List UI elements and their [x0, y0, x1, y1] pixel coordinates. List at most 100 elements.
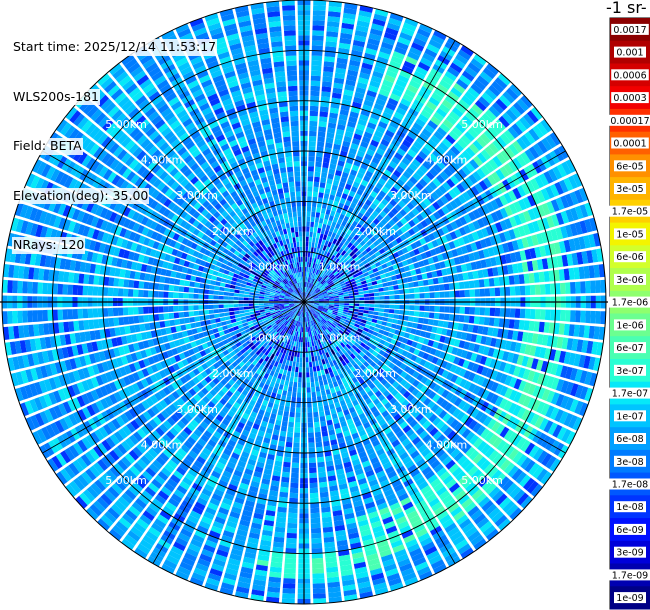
gate-cell — [449, 306, 455, 314]
gate-cell — [301, 332, 304, 338]
gate-cell — [416, 373, 424, 382]
gate-cell — [307, 407, 313, 413]
gate-cell — [584, 387, 594, 402]
gate-cell — [541, 217, 550, 230]
gate-cell — [537, 387, 546, 400]
gate-cell — [331, 184, 338, 191]
gate-cell — [578, 354, 586, 368]
gate-cell — [379, 46, 392, 55]
gate-cell — [313, 305, 319, 308]
gate-cell — [327, 16, 341, 23]
gate-cell — [333, 307, 339, 311]
gate-cell — [359, 277, 366, 282]
gate-cell — [339, 213, 345, 220]
ray — [304, 107, 543, 302]
gate-cell — [568, 238, 576, 252]
gate-cell — [403, 310, 410, 316]
gate-cell — [419, 293, 425, 299]
gate-cell — [359, 226, 366, 233]
gate-cell — [341, 315, 347, 320]
gate-cell — [298, 372, 302, 378]
gate-cell — [470, 185, 480, 196]
gate-cell — [468, 107, 480, 119]
gate-cell — [449, 364, 458, 373]
gate-cell — [349, 251, 355, 257]
gate-cell — [351, 164, 360, 172]
gate-cell — [329, 299, 335, 302]
gate-cell — [338, 155, 347, 162]
gate-cell — [319, 299, 325, 301]
gate-cell — [284, 568, 296, 574]
gate-cell — [363, 307, 370, 311]
gate-cell — [421, 273, 428, 280]
gate-cell — [354, 323, 360, 328]
gate-cell — [508, 364, 516, 375]
gate-cell — [546, 335, 554, 347]
gate-cell — [368, 33, 382, 41]
gate-cell — [487, 268, 494, 277]
gate-cell — [314, 274, 319, 280]
gate-cell — [318, 307, 323, 310]
gate-cell — [499, 220, 508, 231]
gate-cell — [304, 317, 306, 323]
gate-cell — [318, 306, 324, 309]
gate-cell — [508, 203, 518, 215]
gate-cell — [556, 255, 564, 268]
gate-cell — [450, 175, 460, 185]
gate-cell — [421, 128, 432, 138]
gate-cell — [330, 102, 340, 109]
gate-cell — [309, 277, 313, 283]
gate-cell — [317, 259, 322, 265]
gate-cell — [332, 256, 338, 262]
gate-cell — [320, 279, 325, 284]
gate-cell — [395, 236, 403, 244]
gate-cell — [426, 354, 434, 363]
gate-cell — [507, 241, 515, 252]
gate-cell — [433, 284, 440, 292]
gate-cell — [307, 181, 313, 187]
gate-cell — [275, 521, 286, 528]
gate-cell — [460, 264, 468, 272]
gate-cell — [361, 268, 368, 274]
gate-cell — [472, 140, 484, 151]
gate-cell — [392, 263, 399, 270]
gate-cell — [306, 287, 309, 293]
gate-cell — [330, 267, 335, 273]
gate-cell — [341, 193, 348, 200]
gate-cell — [418, 23, 433, 34]
gate-cell — [314, 263, 318, 269]
gate-cell — [392, 224, 400, 232]
gate-cell — [347, 121, 357, 128]
gate-cell — [415, 182, 424, 191]
gate-cell — [307, 341, 310, 348]
gate-cell — [480, 259, 487, 269]
gate-cell — [307, 277, 310, 283]
gate-cell — [600, 279, 606, 293]
gate-cell — [369, 304, 375, 308]
gate-cell — [332, 148, 340, 155]
gate-cell — [410, 144, 420, 154]
gate-cell — [467, 361, 475, 371]
gate-cell — [407, 211, 416, 219]
gate-cell — [359, 114, 369, 122]
gate-cell — [395, 360, 403, 368]
gate-cell — [458, 226, 467, 236]
gate-cell — [539, 418, 549, 431]
gate-cell — [541, 334, 549, 346]
gate-cell — [494, 287, 501, 297]
gate-cell — [383, 256, 391, 263]
gate-cell — [432, 201, 441, 211]
gate-cell — [460, 349, 468, 359]
gate-cell — [488, 317, 495, 327]
gate-cell — [481, 366, 489, 377]
gate-cell — [434, 306, 440, 312]
gate-cell — [456, 348, 463, 357]
gate-cell — [370, 139, 380, 148]
gate-cell — [408, 162, 418, 172]
gate-cell — [311, 542, 323, 549]
gate-cell — [365, 170, 373, 178]
gate-cell — [342, 94, 353, 102]
gate-cell — [354, 176, 362, 184]
gate-cell — [427, 319, 434, 326]
gate-cell — [338, 114, 348, 121]
